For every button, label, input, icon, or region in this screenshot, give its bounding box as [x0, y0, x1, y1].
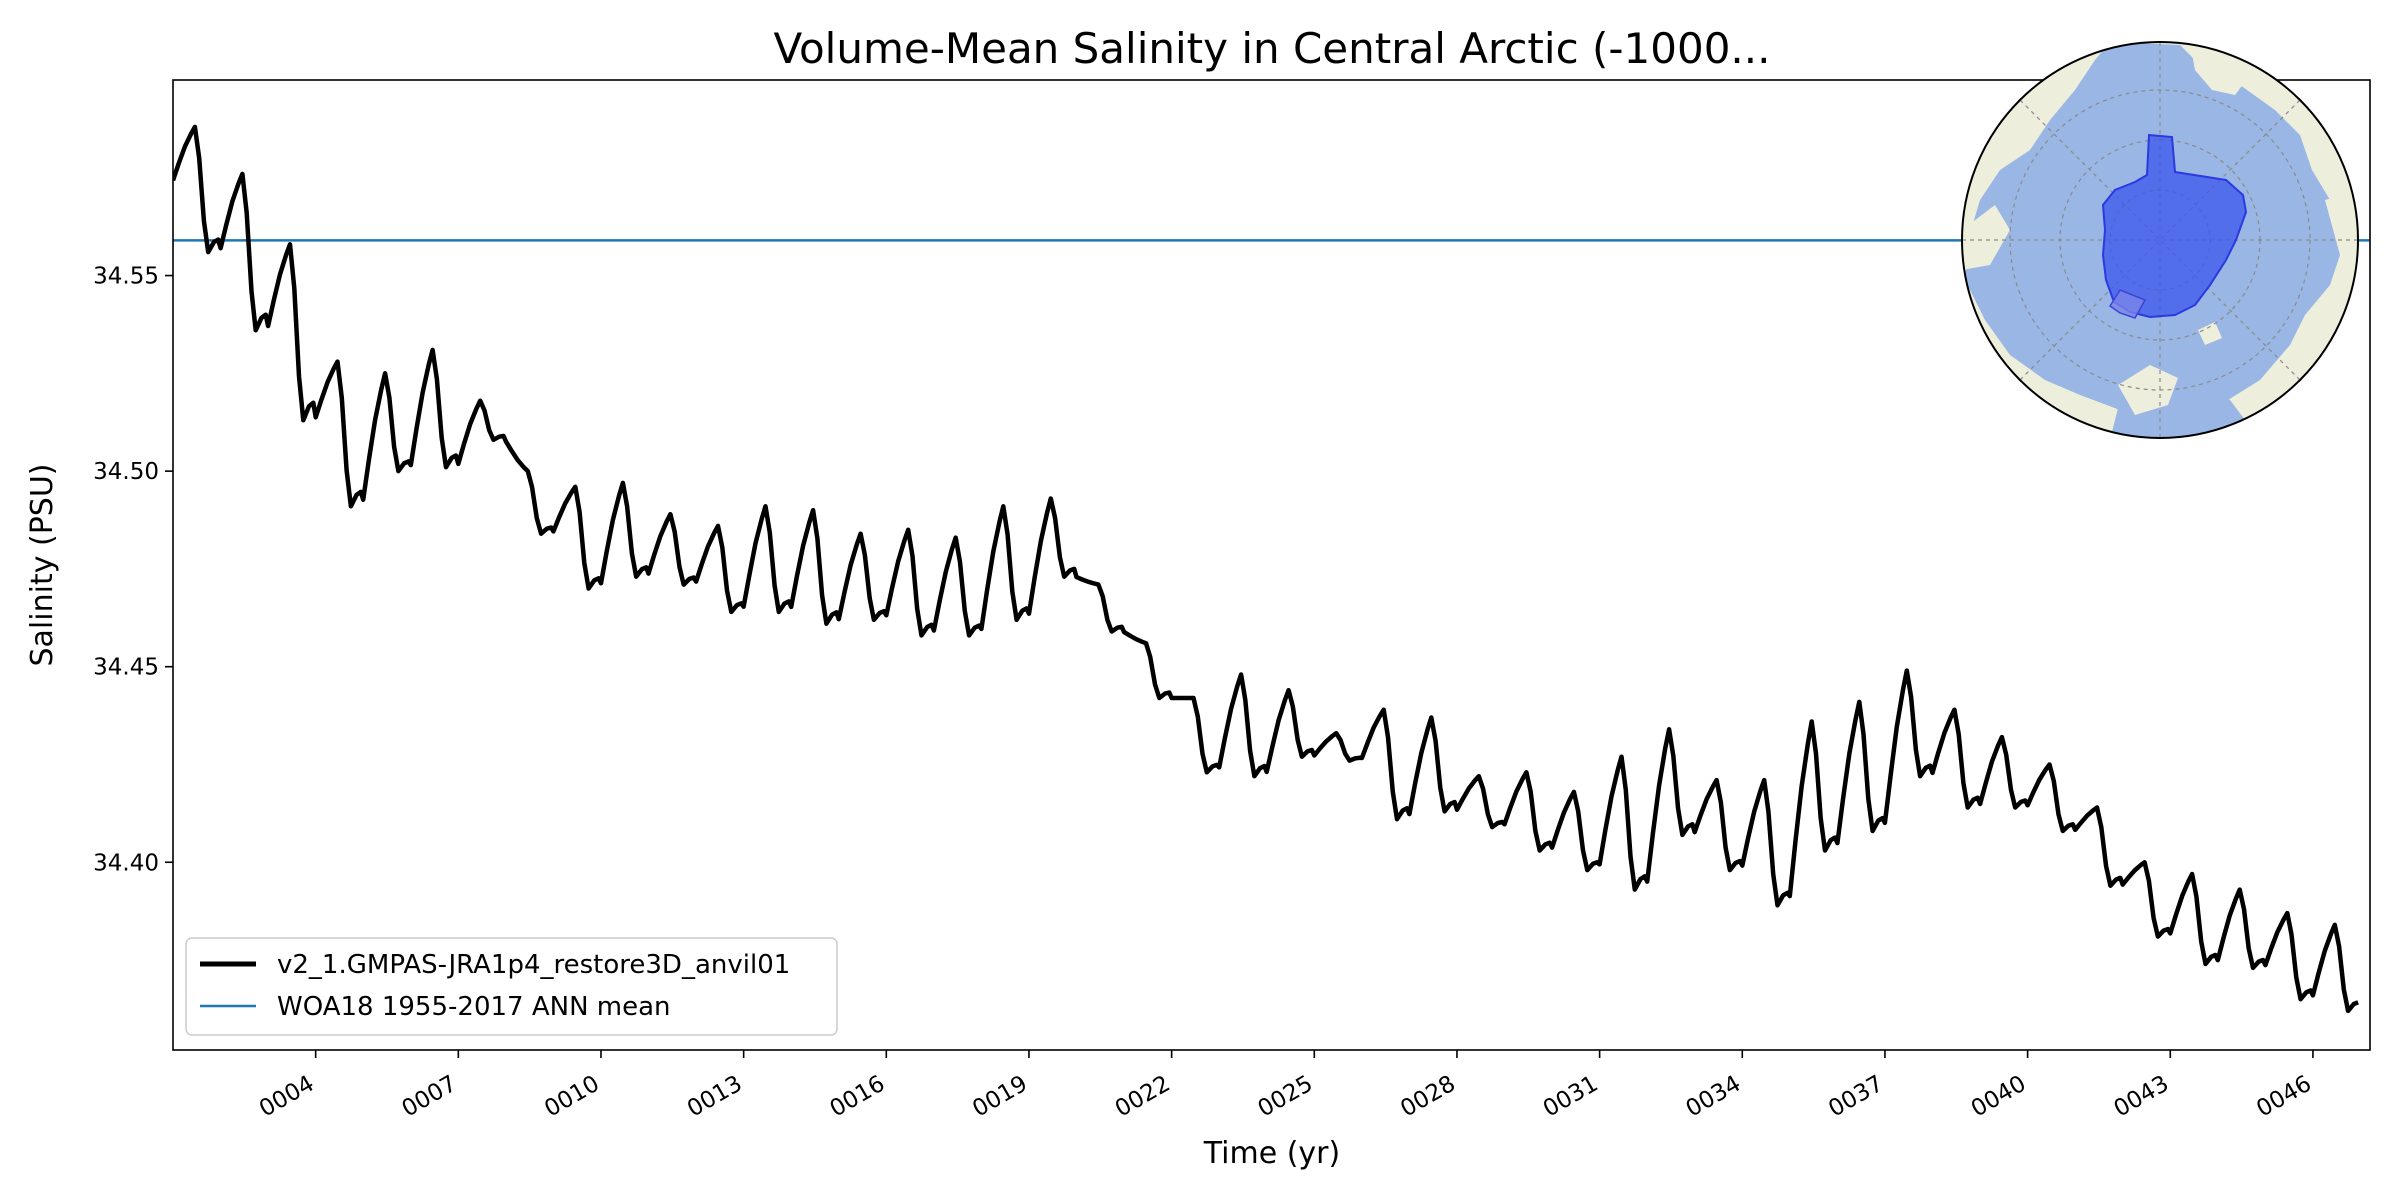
y-axis: 34.40 34.45 34.50 34.55: [93, 264, 173, 876]
x-tick-label: 0034: [1682, 1071, 1746, 1123]
x-tick-label: 0028: [1396, 1071, 1460, 1123]
x-tick-label: 0025: [1254, 1071, 1318, 1123]
x-tick-label: 0046: [2252, 1071, 2316, 1123]
y-tick-label: 34.40: [93, 850, 159, 876]
x-tick-label: 0031: [1539, 1071, 1603, 1123]
model-salinity-line: [173, 124, 2359, 1014]
map-canada-land: [1962, 205, 2010, 270]
y-axis-label: Salinity (PSU): [25, 464, 60, 667]
x-tick-label: 0040: [1967, 1071, 2031, 1123]
map-scandinavia-land: [2118, 365, 2178, 415]
chart-title: Volume-Mean Salinity in Central Arctic (…: [774, 24, 1771, 73]
central-arctic-region: [2101, 133, 2248, 319]
plot-frame: [172, 79, 2371, 1051]
map-border: [1961, 41, 2359, 439]
map-svalbard-land: [2198, 322, 2222, 345]
x-tick-label: 0019: [968, 1071, 1032, 1123]
legend-box: [185, 937, 838, 1036]
map-siberia-land: [2325, 190, 2358, 300]
legend: v2_1.GMPAS-JRA1p4_restore3D_anvil01 WOA1…: [185, 937, 838, 1036]
x-tick-label: 0007: [398, 1071, 462, 1123]
y-tick-label: 34.55: [93, 264, 159, 290]
x-tick-label: 0004: [255, 1071, 319, 1123]
x-tick-label: 0016: [826, 1071, 890, 1123]
legend-label-model: v2_1.GMPAS-JRA1p4_restore3D_anvil01: [277, 950, 790, 980]
map-graticule: [1962, 42, 2358, 438]
barents-region-patch: [2108, 289, 2147, 319]
inset-polar-map: [1961, 41, 2359, 439]
x-tick-label: 0013: [683, 1071, 747, 1123]
x-axis: 0004 0007 0010 0013 0016 0019 0022 0025 0028 0031…: [255, 1050, 2316, 1122]
y-tick-label: 34.45: [93, 655, 159, 681]
y-tick-label: 34.50: [93, 459, 159, 485]
x-tick-label: 0010: [540, 1071, 604, 1123]
x-tick-label: 0022: [1111, 1071, 1175, 1123]
x-tick-label: 0043: [2110, 1071, 2174, 1123]
legend-label-woa18: WOA18 1955-2017 ANN mean: [277, 992, 671, 1022]
x-tick-label: 0037: [1824, 1071, 1888, 1123]
x-axis-label: Time (yr): [1203, 1136, 1340, 1171]
